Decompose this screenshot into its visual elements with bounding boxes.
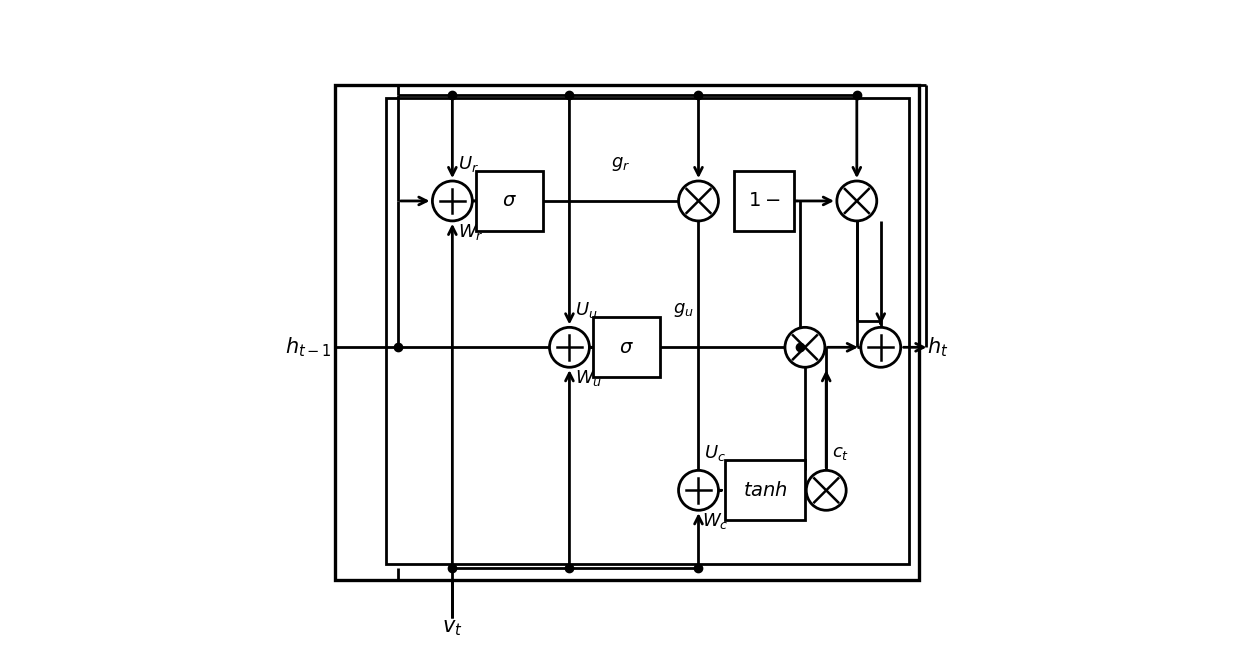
Text: $\sigma$: $\sigma$ xyxy=(619,338,634,357)
Circle shape xyxy=(861,327,900,367)
Text: $U_u$: $U_u$ xyxy=(575,300,598,320)
Bar xyxy=(335,85,919,580)
Bar xyxy=(476,171,543,231)
Text: $h_{t-1}$: $h_{t-1}$ xyxy=(285,335,332,359)
Text: $W_r$: $W_r$ xyxy=(458,222,484,242)
Bar xyxy=(734,171,795,231)
Text: $U_c$: $U_c$ xyxy=(704,443,725,463)
Text: $U_r$: $U_r$ xyxy=(458,154,479,174)
Circle shape xyxy=(549,327,589,367)
Bar xyxy=(725,460,805,520)
Text: $1-$: $1-$ xyxy=(748,192,781,210)
Text: $g_r$: $g_r$ xyxy=(611,155,630,173)
Circle shape xyxy=(837,181,877,221)
Text: $tanh$: $tanh$ xyxy=(743,481,787,500)
Text: $c_t$: $c_t$ xyxy=(832,444,849,462)
Circle shape xyxy=(785,327,825,367)
Text: $g_u$: $g_u$ xyxy=(673,301,694,319)
Text: $v_t$: $v_t$ xyxy=(443,618,463,638)
Bar xyxy=(594,317,660,377)
Circle shape xyxy=(806,470,846,510)
Text: $W_c$: $W_c$ xyxy=(702,511,728,531)
Text: $\sigma$: $\sigma$ xyxy=(502,192,517,210)
Circle shape xyxy=(433,181,472,221)
Bar xyxy=(386,98,909,564)
Circle shape xyxy=(678,181,718,221)
Text: $h_t$: $h_t$ xyxy=(928,335,949,359)
Circle shape xyxy=(678,470,718,510)
Text: $W_u$: $W_u$ xyxy=(575,368,601,388)
